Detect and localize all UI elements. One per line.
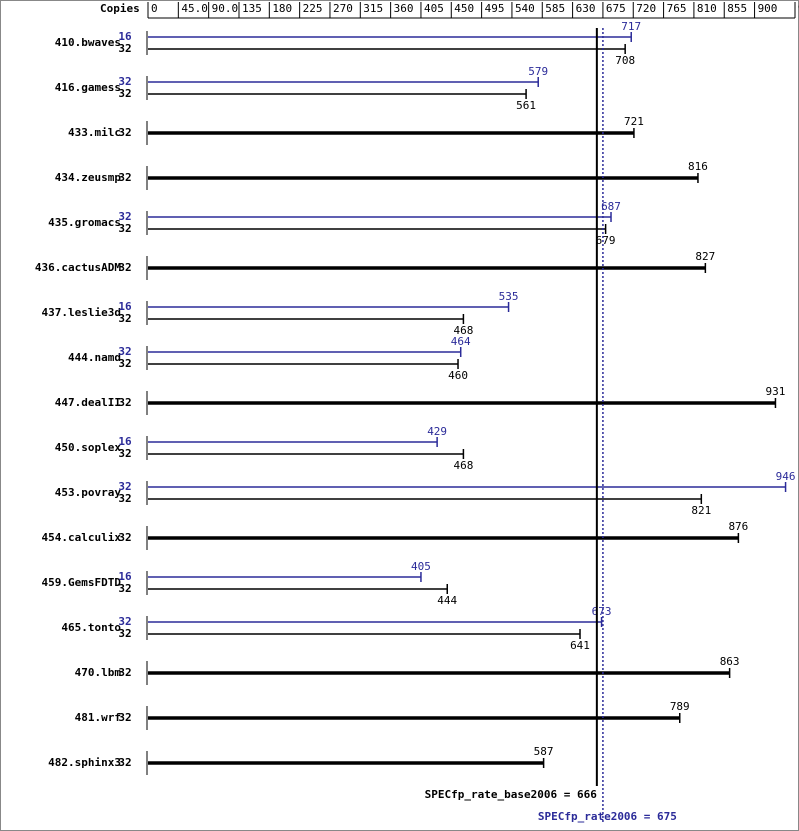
value-label: 863 (720, 655, 740, 668)
value-label: 687 (601, 200, 621, 213)
copies-label: 16 (118, 435, 132, 448)
peak-summary-label: SPECfp_rate2006 = 675 (538, 810, 677, 823)
x-tick-label: 360 (394, 2, 414, 15)
x-tick-label: 540 (515, 2, 535, 15)
copies-label: 32 (118, 87, 131, 100)
copies-label: 16 (118, 30, 132, 43)
value-label: 789 (670, 700, 690, 713)
benchmark-name: 410.bwaves (55, 36, 121, 49)
value-label: 721 (624, 115, 644, 128)
value-label: 460 (448, 369, 468, 382)
benchmark-name: 454.calculix (42, 531, 122, 544)
copies-label: 32 (118, 396, 131, 409)
copies-label: 32 (118, 627, 131, 640)
copies-label: 32 (118, 357, 131, 370)
x-tick-label: 315 (363, 2, 383, 15)
benchmark-name: 434.zeusmp (55, 171, 122, 184)
axis-label: Copies (100, 2, 140, 15)
value-label: 429 (427, 425, 447, 438)
value-label: 946 (776, 470, 796, 483)
copies-label: 32 (118, 312, 131, 325)
benchmark-name: 465.tonto (61, 621, 121, 634)
benchmark-name: 416.gamess (55, 81, 121, 94)
value-label: 468 (453, 324, 473, 337)
value-label: 876 (728, 520, 748, 533)
copies-label: 32 (118, 531, 131, 544)
x-tick-label: 720 (636, 2, 656, 15)
value-label: 641 (570, 639, 590, 652)
value-label: 673 (592, 605, 612, 618)
x-tick-label: 630 (576, 2, 596, 15)
value-label: 579 (528, 65, 548, 78)
benchmark-name: 437.leslie3d (42, 306, 121, 319)
copies-label: 16 (118, 570, 132, 583)
copies-label: 32 (118, 261, 131, 274)
copies-label: 32 (118, 42, 131, 55)
x-tick-label: 495 (485, 2, 505, 15)
benchmark-name: 444.namd (68, 351, 121, 364)
value-label: 561 (516, 99, 536, 112)
x-tick-label: 450 (454, 2, 474, 15)
value-label: 816 (688, 160, 708, 173)
benchmark-name: 453.povray (55, 486, 122, 499)
copies-label: 32 (118, 126, 131, 139)
x-tick-label: 0 (151, 2, 158, 15)
copies-label: 32 (118, 345, 131, 358)
benchmark-name: 436.cactusADM (35, 261, 121, 274)
benchmark-name: 433.milc (68, 126, 121, 139)
value-label: 931 (766, 385, 786, 398)
value-label: 468 (453, 459, 473, 472)
x-tick-label: 900 (758, 2, 778, 15)
x-tick-label: 225 (303, 2, 323, 15)
benchmark-name: 447.dealII (55, 396, 121, 409)
x-tick-label: 135 (242, 2, 262, 15)
base-summary-label: SPECfp_rate_base2006 = 666 (425, 788, 598, 801)
copies-label: 32 (118, 222, 131, 235)
x-tick-label: 810 (697, 2, 717, 15)
copies-label: 16 (118, 300, 132, 313)
value-label: 821 (691, 504, 711, 517)
x-tick-label: 270 (333, 2, 353, 15)
value-label: 464 (451, 335, 471, 348)
value-label: 535 (499, 290, 519, 303)
x-tick-label: 855 (727, 2, 747, 15)
benchmark-name: 482.sphinx3 (48, 756, 121, 769)
copies-label: 32 (118, 75, 131, 88)
copies-label: 32 (118, 492, 131, 505)
copies-label: 32 (118, 615, 131, 628)
x-tick-label: 765 (667, 2, 687, 15)
value-label: 587 (534, 745, 554, 758)
x-tick-label: 180 (272, 2, 292, 15)
copies-label: 32 (118, 447, 131, 460)
value-label: 405 (411, 560, 431, 573)
x-tick-label: 405 (424, 2, 444, 15)
x-tick-label: 45.0 (181, 2, 208, 15)
benchmark-name: 435.gromacs (48, 216, 121, 229)
x-tick-label: 675 (606, 2, 626, 15)
value-label: 679 (596, 234, 616, 247)
value-label: 444 (437, 594, 457, 607)
copies-label: 32 (118, 171, 131, 184)
x-tick-label: 90.0 (212, 2, 239, 15)
value-label: 717 (621, 20, 641, 33)
benchmark-name: 470.lbm (75, 666, 122, 679)
value-label: 827 (695, 250, 715, 263)
benchmark-name: 450.soplex (55, 441, 122, 454)
copies-label: 32 (118, 711, 131, 724)
copies-label: 32 (118, 480, 131, 493)
copies-label: 32 (118, 582, 131, 595)
value-label: 708 (615, 54, 635, 67)
copies-label: 32 (118, 210, 131, 223)
benchmark-name: 481.wrf (75, 711, 121, 724)
x-tick-label: 585 (545, 2, 565, 15)
benchmark-name: 459.GemsFDTD (42, 576, 122, 589)
copies-label: 32 (118, 756, 131, 769)
copies-label: 32 (118, 666, 131, 679)
